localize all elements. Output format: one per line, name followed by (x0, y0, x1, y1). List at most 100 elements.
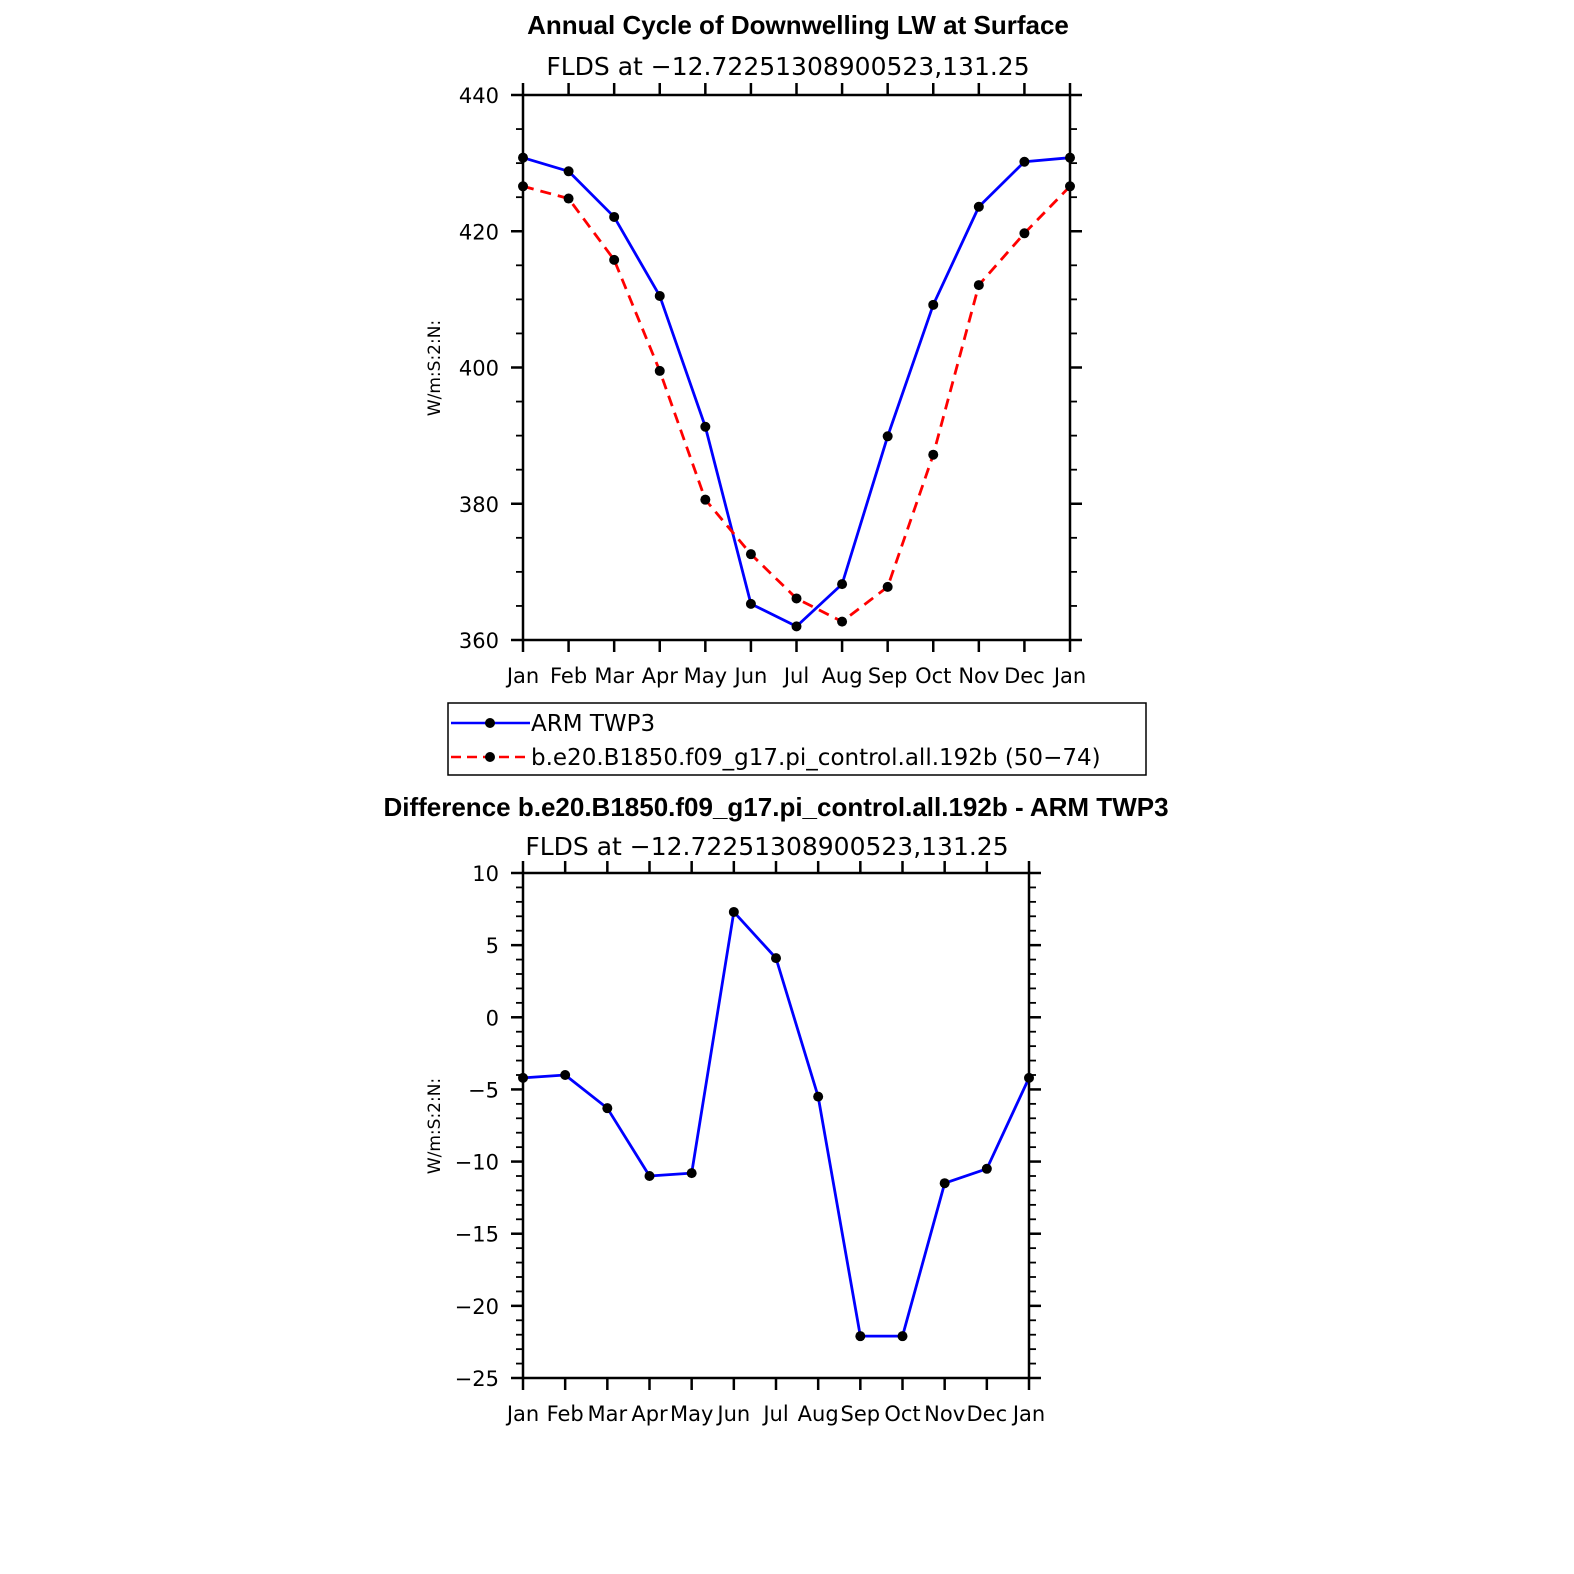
bottom-chart-data-point-series-0-4 (686, 1168, 697, 1179)
top-chart-data-point-b-e20-b1850-f09-g17-pi-control-6 (791, 593, 802, 604)
bottom-chart-data-point-series-0-11 (981, 1163, 992, 1174)
top-chart-x-tick-label-apr-3: Apr (642, 664, 679, 688)
top-chart-x-tick-label-may-4: May (684, 664, 727, 688)
top-chart-x-tick-label-nov-10: Nov (958, 664, 999, 688)
top-chart-x-tick-label-jan-0: Jan (505, 664, 539, 688)
top-chart-subtitle: FLDS at −12.72251308900523,131.25 (546, 52, 1029, 81)
top-chart-data-point-b-e20-b1850-f09-g17-pi-control-11 (1019, 228, 1030, 239)
bottom-chart-y-tick-label-4: −5 (468, 1078, 499, 1102)
top-chart-x-tick-label-oct-9: Oct (915, 664, 951, 688)
bottom-chart-x-tick-label-jul-6: Jul (761, 1402, 788, 1426)
bottom-chart-plot: Jan Feb Mar Apr May Jun Jul Aug Sep Oct Nov Dec Jan−… (455, 861, 1045, 1426)
top-chart-plot: Jan Feb Mar Apr May Jun Jul Aug Sep Oct Nov Dec Jan3… (459, 83, 1086, 688)
bottom-chart-x-tick-label-oct-9: Oct (884, 1402, 920, 1426)
bottom-chart-title: Difference b.e20.B1850.f09_g17.pi_contro… (383, 792, 1168, 822)
bottom-chart-y-tick-label-2: −15 (455, 1223, 499, 1247)
bottom-chart-x-tick-label-jan-0: Jan (505, 1402, 539, 1426)
bottom-chart-series-line-series-0 (522, 910, 1031, 1338)
bottom-chart-data-point-series-0-12 (1024, 1072, 1034, 1083)
legend: ARM TWP3 b.e20.B1850.f09_g17.pi_control.… (447, 702, 1147, 776)
top-chart-x-tick-label-dec-11: Dec (1004, 664, 1045, 688)
bottom-chart-y-tick-label-5: 0 (486, 1006, 499, 1030)
legend-label-arm-twp3: ARM TWP3 (531, 711, 655, 737)
bottom-chart-x-tick-label-dec-11: Dec (967, 1402, 1008, 1426)
top-chart-y-tick-label-0: 360 (459, 629, 499, 653)
top-chart-data-point-arm-twp3-11 (1019, 156, 1030, 167)
top-chart-data-point-arm-twp3-12 (1065, 152, 1075, 163)
bottom-chart-plot-frame (521, 871, 1031, 1380)
top-chart-x-tick-label-sep-8: Sep (868, 664, 908, 688)
bottom-chart-data-point-series-0-5 (728, 906, 739, 917)
top-chart-data-point-arm-twp3-6 (791, 621, 802, 632)
bottom-chart-y-tick-label-1: −20 (455, 1295, 499, 1319)
top-chart-plot-frame (521, 93, 1072, 642)
top-chart: Annual Cycle of Downwelling LW at Surfac… (425, 10, 1147, 776)
bottom-chart-data-point-series-0-10 (939, 1178, 950, 1189)
top-chart-data-point-arm-twp3-5 (745, 598, 756, 609)
bottom-chart-data-point-series-0-8 (855, 1331, 866, 1342)
top-chart-data-point-b-e20-b1850-f09-g17-pi-control-9 (928, 449, 939, 460)
bottom-chart-y-tick-label-0: −25 (455, 1367, 499, 1391)
bottom-chart-y-tick-label-3: −10 (455, 1151, 499, 1175)
legend-label-model: b.e20.B1850.f09_g17.pi_control.all.192b … (531, 745, 1101, 771)
bottom-chart-x-tick-label-mar-2: Mar (588, 1402, 628, 1426)
top-chart-data-point-b-e20-b1850-f09-g17-pi-control-0 (518, 181, 528, 192)
bottom-chart-data-point-series-0-2 (602, 1103, 613, 1114)
top-chart-x-tick-label-jul-6: Jul (782, 664, 809, 688)
top-chart-y-tick-label-3: 420 (459, 220, 499, 244)
bottom-chart-data-point-series-0-6 (771, 953, 781, 964)
bottom-chart-data-point-series-0-3 (644, 1171, 655, 1181)
bottom-chart-subtitle: FLDS at −12.72251308900523,131.25 (525, 832, 1008, 861)
bottom-chart-data-point-series-0-0 (518, 1072, 528, 1083)
bottom-chart-y-tick-label-6: 5 (486, 934, 499, 958)
top-chart-x-tick-label-mar-2: Mar (594, 664, 634, 688)
top-chart-y-axis-label: W/m:S:2:N: (425, 320, 445, 416)
top-chart-data-point-arm-twp3-10 (973, 201, 984, 212)
top-chart-data-point-b-e20-b1850-f09-g17-pi-control-7 (837, 616, 848, 627)
top-chart-data-point-arm-twp3-2 (609, 211, 620, 222)
top-chart-y-tick-label-1: 380 (459, 493, 499, 517)
top-chart-data-point-b-e20-b1850-f09-g17-pi-control-4 (700, 494, 711, 505)
top-chart-data-point-arm-twp3-1 (563, 166, 574, 177)
bottom-chart-x-tick-label-nov-10: Nov (924, 1402, 965, 1426)
legend-marker-model (485, 752, 495, 762)
top-chart-data-point-b-e20-b1850-f09-g17-pi-control-1 (563, 193, 574, 204)
bottom-chart-x-tick-label-apr-3: Apr (631, 1402, 668, 1426)
bottom-chart-x-tick-label-jun-5: Jun (715, 1402, 750, 1426)
top-chart-data-point-arm-twp3-0 (518, 152, 528, 163)
top-chart-data-point-b-e20-b1850-f09-g17-pi-control-10 (973, 280, 984, 291)
top-chart-x-tick-label-aug-7: Aug (822, 664, 863, 688)
bottom-chart: Difference b.e20.B1850.f09_g17.pi_contro… (383, 792, 1168, 1426)
bottom-chart-data-point-series-0-9 (897, 1331, 908, 1342)
top-chart-data-point-arm-twp3-3 (654, 290, 665, 301)
bottom-chart-x-tick-label-may-4: May (670, 1402, 713, 1426)
legend-box (447, 702, 1147, 776)
bottom-chart-x-tick-label-jan-12: Jan (1011, 1402, 1045, 1426)
top-chart-data-point-b-e20-b1850-f09-g17-pi-control-8 (882, 581, 893, 592)
top-chart-title: Annual Cycle of Downwelling LW at Surfac… (527, 10, 1069, 40)
top-chart-data-point-b-e20-b1850-f09-g17-pi-control-2 (609, 254, 620, 265)
bottom-chart-data-point-series-0-1 (560, 1070, 571, 1080)
legend-marker-arm-twp3 (485, 718, 495, 728)
top-chart-data-point-arm-twp3-9 (928, 299, 939, 310)
top-chart-data-point-b-e20-b1850-f09-g17-pi-control-5 (745, 549, 756, 560)
top-chart-x-tick-label-jun-5: Jun (733, 664, 768, 688)
top-chart-data-point-arm-twp3-7 (837, 579, 848, 590)
bottom-chart-y-axis-label: W/m:S:2:N: (425, 1078, 445, 1174)
top-chart-series-line-b-e20-b1850-f09-g17-pi-control (522, 184, 1072, 624)
bottom-chart-x-tick-label-feb-1: Feb (547, 1402, 584, 1426)
top-chart-y-tick-label-2: 400 (459, 357, 499, 381)
top-chart-series-line-arm-twp3 (522, 156, 1071, 628)
bottom-chart-y-tick-label-7: 10 (472, 862, 499, 886)
top-chart-data-point-arm-twp3-8 (882, 431, 893, 442)
top-chart-y-tick-label-4: 440 (459, 84, 499, 108)
top-chart-x-tick-label-feb-1: Feb (550, 664, 587, 688)
bottom-chart-x-tick-label-sep-8: Sep (841, 1402, 881, 1426)
top-chart-data-point-b-e20-b1850-f09-g17-pi-control-12 (1065, 181, 1075, 192)
bottom-chart-data-point-series-0-7 (813, 1091, 824, 1102)
top-chart-x-tick-label-jan-12: Jan (1052, 664, 1086, 688)
bottom-chart-x-tick-label-aug-7: Aug (798, 1402, 839, 1426)
top-chart-data-point-arm-twp3-4 (700, 421, 711, 432)
top-chart-data-point-b-e20-b1850-f09-g17-pi-control-3 (654, 365, 665, 376)
